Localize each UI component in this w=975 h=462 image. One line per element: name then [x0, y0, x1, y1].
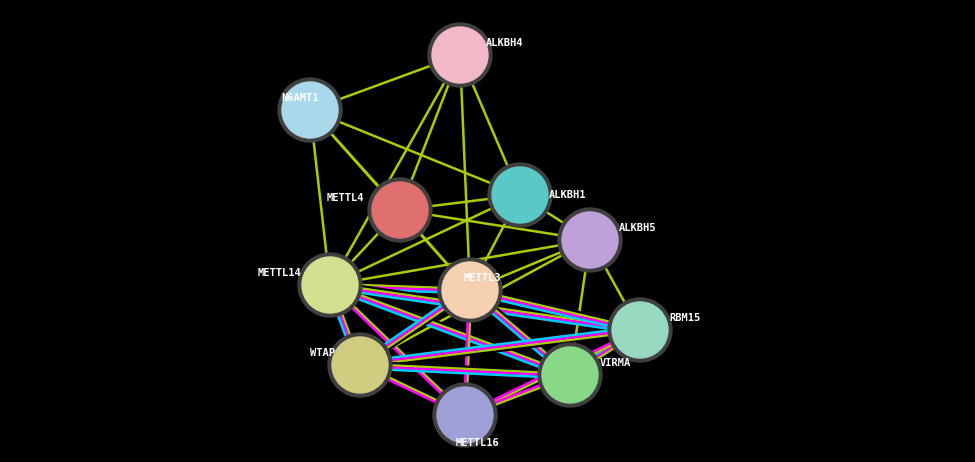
Circle shape — [558, 208, 622, 272]
Text: ALKBH4: ALKBH4 — [487, 38, 524, 48]
Circle shape — [608, 298, 672, 362]
Text: METTL4: METTL4 — [327, 193, 364, 203]
Text: METTL16: METTL16 — [455, 438, 499, 448]
Text: ALKBH5: ALKBH5 — [619, 223, 657, 233]
Circle shape — [438, 258, 502, 322]
Circle shape — [332, 337, 388, 393]
Text: WTAP: WTAP — [309, 348, 334, 358]
Circle shape — [282, 82, 338, 138]
Circle shape — [538, 343, 602, 407]
Circle shape — [298, 253, 362, 317]
Circle shape — [542, 347, 598, 403]
Circle shape — [562, 212, 618, 268]
Circle shape — [612, 302, 668, 358]
Circle shape — [492, 167, 548, 223]
Circle shape — [372, 182, 428, 238]
Circle shape — [432, 27, 488, 83]
Circle shape — [428, 23, 492, 87]
Text: RBM15: RBM15 — [670, 313, 701, 323]
Text: N6AMT1: N6AMT1 — [281, 93, 319, 103]
Circle shape — [433, 383, 497, 447]
Circle shape — [368, 178, 432, 242]
Circle shape — [278, 78, 342, 142]
Circle shape — [302, 257, 358, 313]
Text: VIRMA: VIRMA — [600, 358, 631, 368]
Circle shape — [437, 387, 493, 443]
Circle shape — [488, 163, 552, 227]
Text: ALKBH1: ALKBH1 — [549, 190, 587, 200]
Circle shape — [328, 333, 392, 397]
Text: METTL3: METTL3 — [463, 273, 501, 283]
Text: METTL14: METTL14 — [258, 268, 302, 278]
Circle shape — [442, 262, 498, 318]
